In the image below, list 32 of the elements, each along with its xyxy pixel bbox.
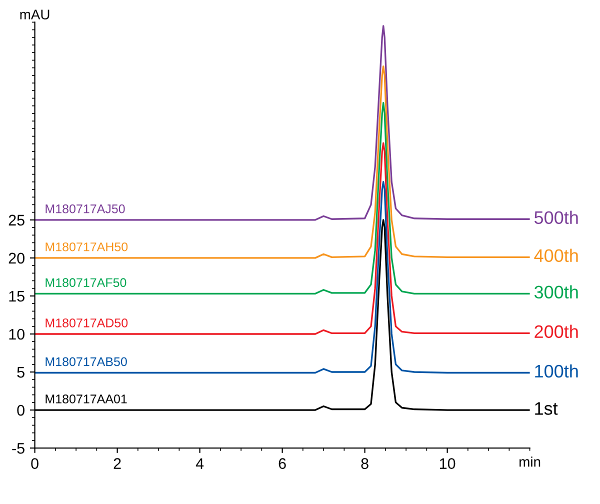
annotation: M180717AH50	[46, 242, 128, 252]
series-label: 200th	[534, 324, 578, 338]
series-label: 100th	[535, 364, 578, 378]
x-axis-title: min	[520, 456, 540, 467]
series-label: 500th	[534, 210, 578, 224]
series-label: 400th	[534, 248, 578, 262]
line-series	[34, 181, 530, 374]
y-tick-label: -5	[12, 443, 24, 454]
annotation: M180717AA01	[46, 394, 127, 404]
y-tick-label: 10	[9, 328, 24, 340]
annotation: M180717AB50	[46, 357, 127, 366]
annotation: M180717AD50	[46, 318, 128, 328]
y-tick-label: 20	[8, 252, 24, 264]
x-tick-label: 8	[361, 458, 368, 469]
x-tick-label: 4	[196, 458, 204, 469]
y-tick-label: 15	[9, 290, 24, 302]
y-axis-title: mAU	[20, 10, 50, 20]
x-tick-label: 2	[114, 458, 121, 469]
annotation: M180717AF50	[46, 278, 126, 288]
x-tick-label: 0	[31, 458, 38, 469]
x-tick-label: 6	[278, 458, 286, 469]
y-tick-label: 5	[17, 367, 24, 378]
line-series	[34, 102, 530, 295]
annotation: M180717AJ50	[46, 204, 125, 214]
y-tick-label: 25	[8, 214, 24, 226]
line-series	[34, 25, 530, 221]
y-tick-label: 0	[17, 404, 24, 416]
series-label: 1st	[535, 402, 558, 415]
series-label: 300th	[534, 285, 578, 299]
line-series	[34, 142, 530, 335]
x-tick-label: 10	[440, 458, 456, 469]
line-series	[34, 65, 530, 259]
